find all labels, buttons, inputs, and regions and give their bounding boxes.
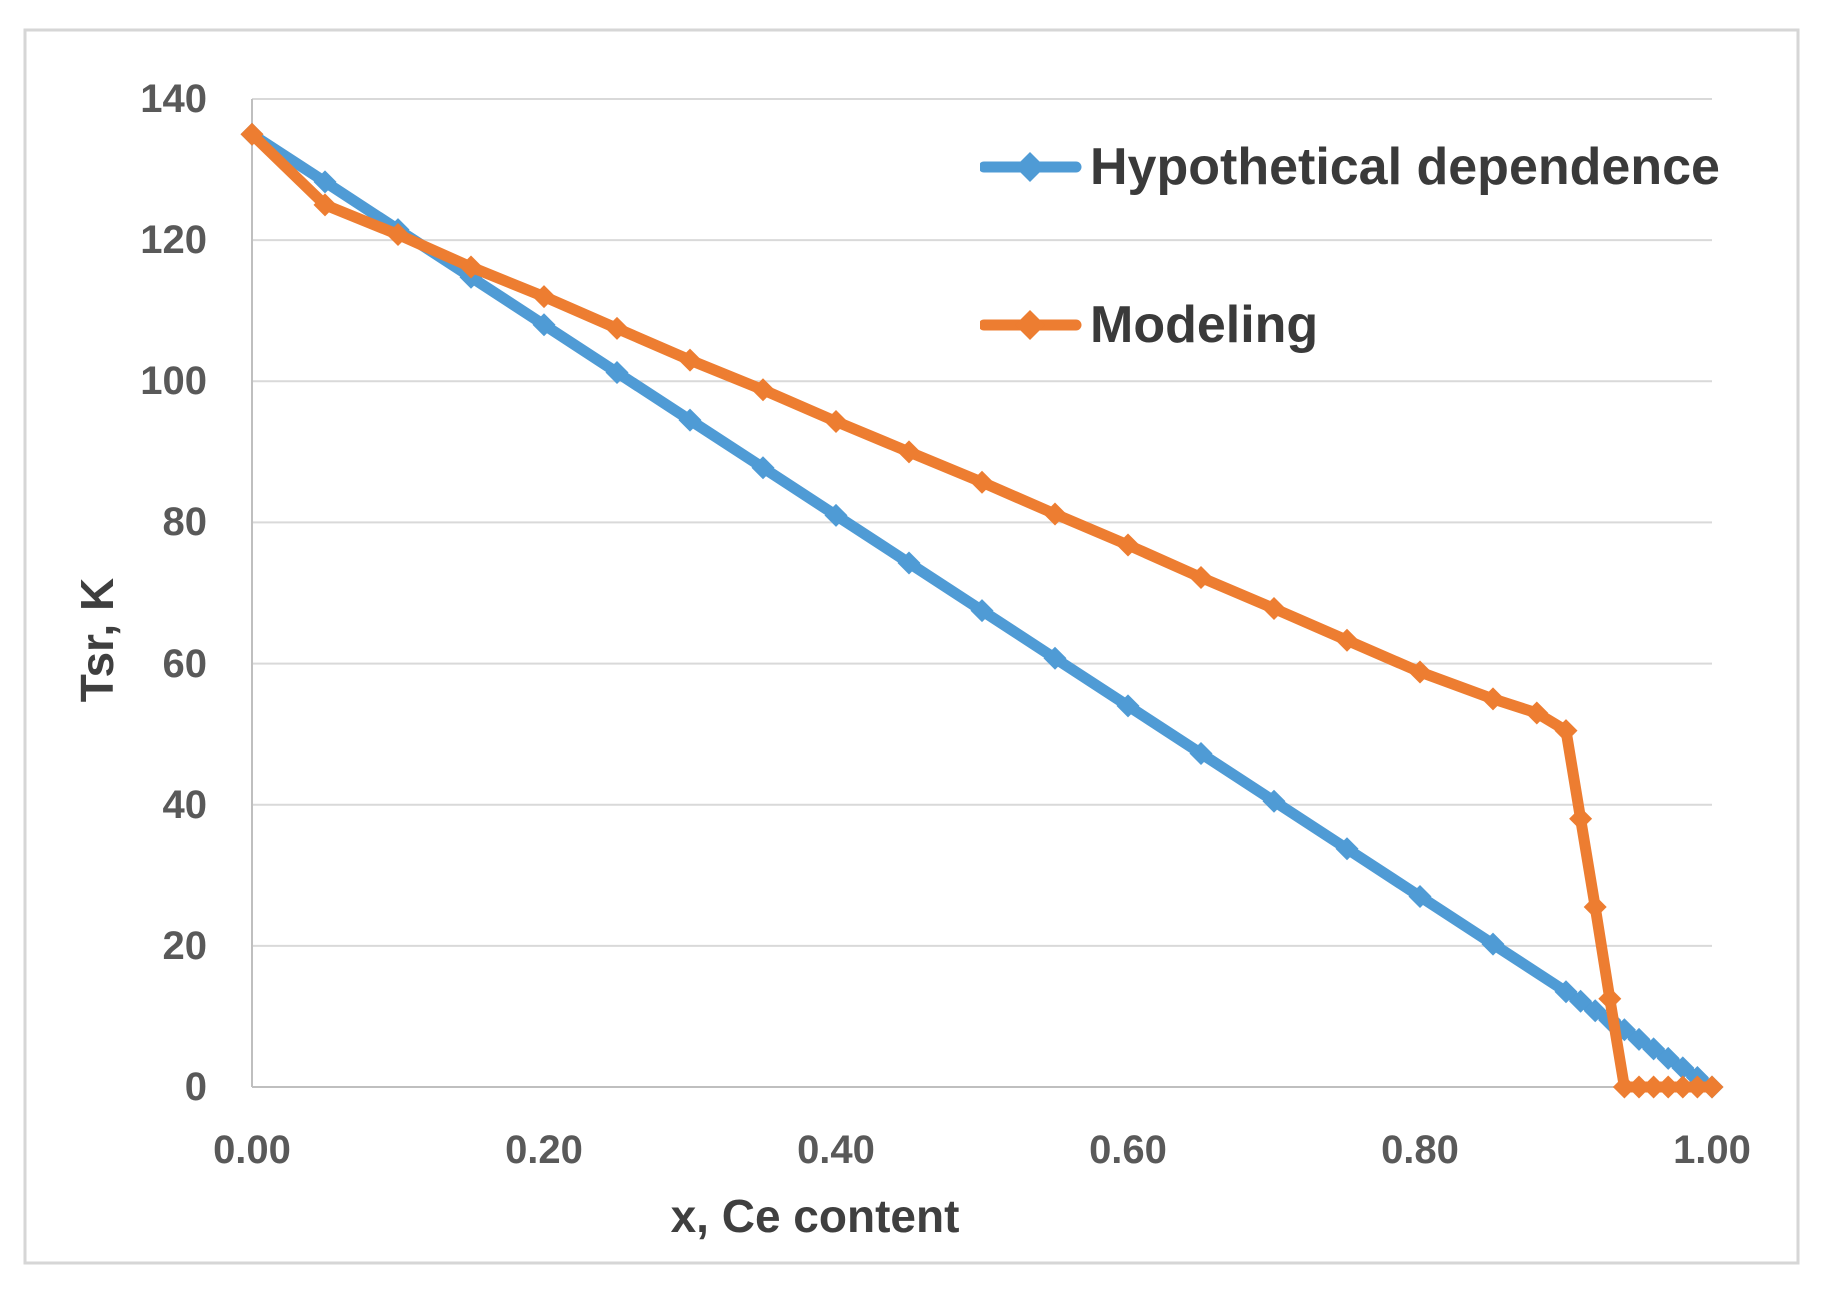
legend-label: Modeling bbox=[1090, 296, 1319, 354]
x-axis-title: x, Ce content bbox=[670, 1190, 960, 1242]
y-tick-label: 0 bbox=[184, 1065, 207, 1109]
y-axis-title: Tsr, K bbox=[71, 577, 123, 703]
x-tick-label: 0.80 bbox=[1381, 1128, 1459, 1172]
y-tick-label: 120 bbox=[140, 218, 207, 262]
series-markers-hypothetical-dependence bbox=[240, 122, 1724, 1099]
y-tick-label: 40 bbox=[162, 783, 208, 827]
x-tick-label: 0.20 bbox=[505, 1128, 583, 1172]
legend-label: Hypothetical dependence bbox=[1090, 138, 1720, 196]
x-tick-label: 0.00 bbox=[213, 1128, 291, 1172]
legend-key-line-icon bbox=[980, 310, 1082, 340]
x-tick-label: 0.60 bbox=[1089, 1128, 1167, 1172]
y-tick-label: 100 bbox=[140, 359, 207, 403]
legend-key-line-icon bbox=[980, 152, 1082, 182]
y-tick-label: 60 bbox=[162, 642, 208, 686]
legend-item-modeling: Modeling bbox=[980, 293, 1318, 357]
y-tick-label: 140 bbox=[140, 77, 207, 121]
x-tick-label: 1.00 bbox=[1673, 1128, 1751, 1172]
y-tick-label: 80 bbox=[162, 500, 208, 544]
y-tick-label: 20 bbox=[162, 924, 208, 968]
x-tick-label: 0.40 bbox=[797, 1128, 875, 1172]
legend-item-hypothetical-dependence: Hypothetical dependence bbox=[980, 135, 1720, 199]
chart-border bbox=[23, 28, 1800, 1265]
